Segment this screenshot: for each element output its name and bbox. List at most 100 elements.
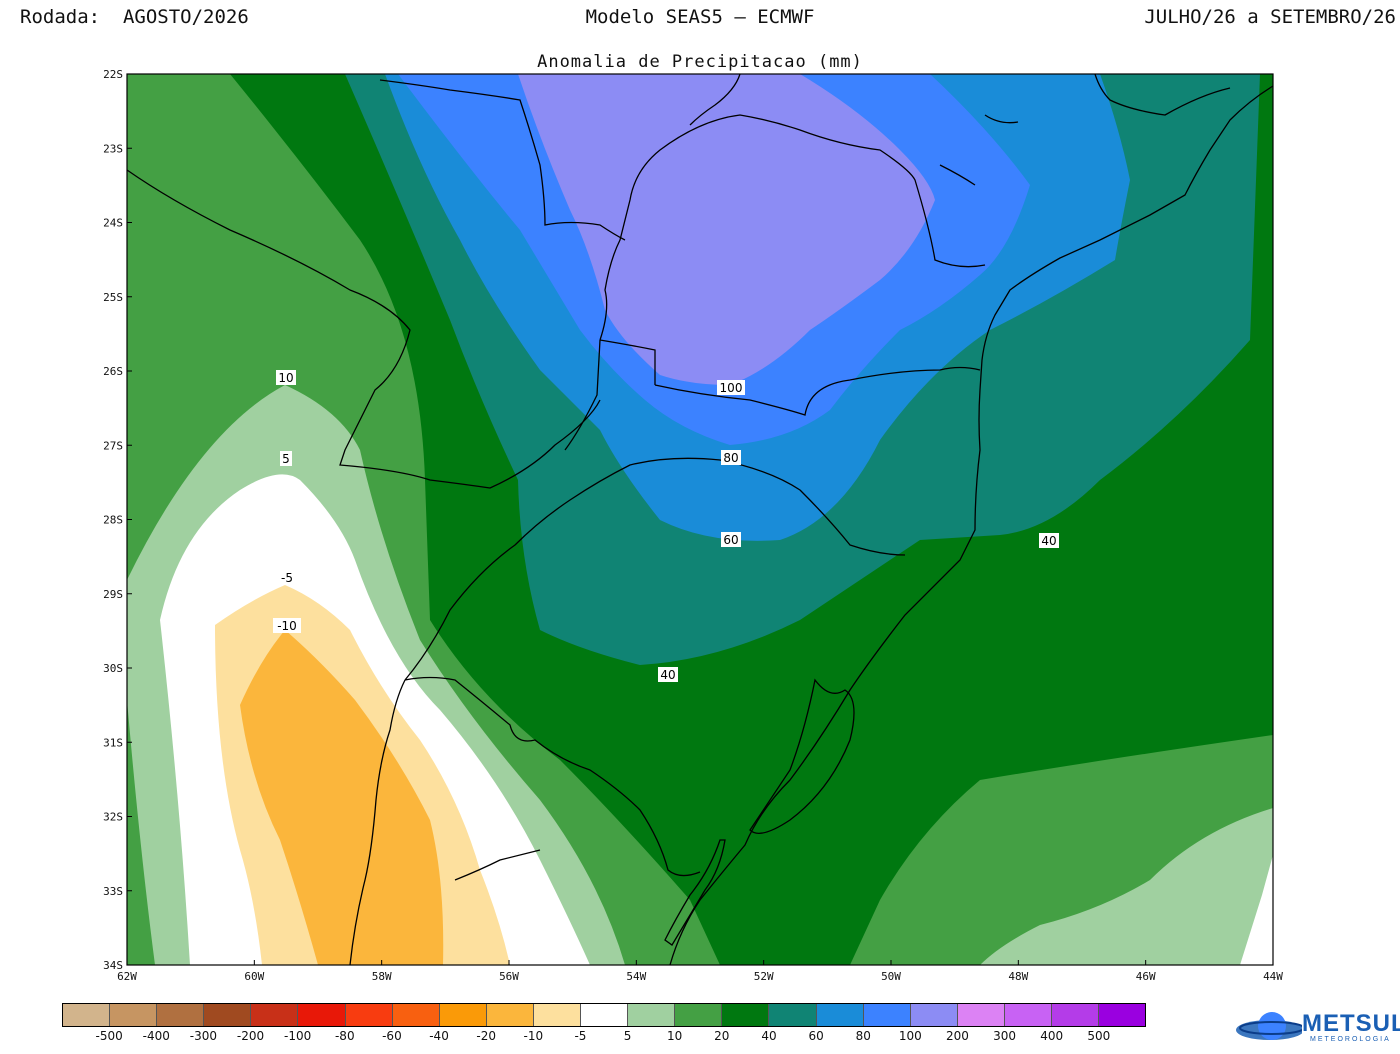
lat-tick-label: 23S	[103, 142, 123, 155]
colorbar-label: 40	[761, 1029, 777, 1043]
contour-fill-layer	[127, 74, 1273, 965]
colorbar-label: 200	[946, 1029, 969, 1043]
colorbar-swatch	[581, 1004, 629, 1026]
colorbar-label: 20	[714, 1029, 730, 1043]
lat-tick-label: 24S	[103, 217, 123, 230]
colorbar-swatch	[675, 1004, 723, 1026]
border-ar-py	[127, 169, 601, 489]
colorbar-label: -80	[334, 1029, 355, 1043]
longitude-ticks: 62W 60W 58W 56W 54W 52W 50W 48W 46W 44W	[117, 960, 1283, 983]
contour-label: 5	[280, 451, 292, 466]
run-label: Rodada: AGOSTO/2026	[20, 6, 249, 28]
contour-labels: 10 5 -5 -10 100 80 60 40 40	[273, 370, 1059, 682]
period-label: JULHO/26 a SETEMBRO/26	[1144, 6, 1396, 28]
colorbar-label: 400	[1040, 1029, 1064, 1043]
colorbar-label: -100	[284, 1029, 312, 1043]
colorbar-label: 500	[1087, 1029, 1111, 1043]
colorbar-swatch	[204, 1004, 252, 1026]
precipitation-anomaly-map: 22S23S24S25S26S27S28S29S30S31S32S33S34S …	[103, 68, 1283, 983]
colorbar-label: -400	[142, 1029, 170, 1043]
colorbar-swatch	[863, 1004, 911, 1026]
lon-tick-label: 60W	[244, 970, 264, 983]
map-title: Anomalia de Precipitacao (mm)	[537, 52, 863, 72]
lon-tick-label: 52W	[754, 970, 774, 983]
contour-label: -5	[277, 570, 297, 585]
band-lt-neg10	[240, 630, 444, 965]
colorbar-swatch	[769, 1004, 817, 1026]
colorbar-swatch	[1051, 1004, 1100, 1026]
colorbar-swatch	[957, 1004, 1005, 1026]
metsul-logo: METSUL METEOROLOGIA	[1232, 1008, 1400, 1050]
colorbar-swatch	[628, 1004, 676, 1026]
latitude-ticks: 22S 23S 24S 25S 26S 27S 28S 29S 30S 31S 32S 33S 34S	[103, 68, 132, 972]
colorbar-swatch	[816, 1004, 864, 1026]
colorbar-label: -60	[382, 1029, 402, 1043]
border-rs-north	[404, 457, 906, 681]
lat-tick-label: 26S	[103, 365, 123, 378]
svg-text:5: 5	[282, 452, 290, 466]
colorbar-swatch	[157, 1004, 205, 1026]
border-uy-ar	[349, 679, 406, 965]
lon-tick-label: 56W	[499, 970, 519, 983]
border-sc-rs	[564, 339, 601, 451]
border-pr-west	[599, 114, 986, 341]
svg-text:100: 100	[720, 381, 743, 395]
colorbar-swatch	[63, 1004, 111, 1026]
contour-label: 60	[721, 532, 741, 547]
svg-text:10: 10	[278, 371, 293, 385]
lat-tick-label: 22S	[103, 68, 123, 81]
colorbar-swatch	[345, 1004, 393, 1026]
lat-tick-label: 28S	[103, 514, 123, 527]
border-sc-pr	[654, 366, 981, 416]
model-label: Modelo SEAS5 – ECMWF	[585, 6, 815, 28]
colorbar-label: 300	[993, 1029, 1017, 1043]
lon-tick-label: 54W	[626, 970, 646, 983]
logo-text: METSUL	[1302, 1010, 1400, 1037]
colorbar-swatch	[533, 1004, 582, 1026]
svg-text:-5: -5	[281, 571, 293, 585]
coast-detail-2	[939, 164, 976, 186]
coastline	[669, 85, 1273, 965]
boundaries-layer	[127, 74, 1273, 965]
lon-tick-label: 48W	[1008, 970, 1028, 983]
colorbar-swatch	[722, 1004, 770, 1026]
lon-tick-label: 58W	[372, 970, 392, 983]
contour-label: 100	[717, 380, 745, 395]
colorbar-label: 60	[808, 1029, 824, 1043]
border-pr-line	[599, 339, 656, 385]
band-white-se	[1240, 855, 1273, 965]
band-gt-100	[518, 74, 935, 385]
colorbar-swatch	[1004, 1004, 1052, 1026]
colorbar-swatch	[439, 1004, 487, 1026]
contour-label: -10	[273, 618, 301, 633]
globe-icon	[1236, 1012, 1305, 1040]
lake-rio-uruguay	[454, 849, 541, 881]
band-5-10-se	[980, 808, 1273, 965]
colorbar-swatch	[486, 1004, 534, 1026]
svg-text:40: 40	[660, 668, 675, 682]
colorbar-label: 10	[667, 1029, 683, 1043]
svg-text:60: 60	[723, 533, 738, 547]
svg-text:-10: -10	[277, 619, 297, 633]
border-sp-rj	[1094, 74, 1231, 116]
lat-tick-label: 27S	[103, 439, 123, 452]
lon-tick-label: 46W	[1136, 970, 1156, 983]
svg-text:40: 40	[1041, 534, 1056, 548]
border-br-uy	[404, 676, 701, 877]
colorbar-label: 80	[855, 1029, 871, 1043]
contour-label: 80	[721, 450, 741, 465]
colorbar-swatch	[910, 1004, 958, 1026]
lat-tick-label: 30S	[103, 662, 123, 675]
contour-label: 40	[658, 667, 678, 682]
colorbar-label: -10	[523, 1029, 544, 1043]
lat-tick-label: 31S	[103, 736, 123, 749]
colorbar-swatch	[298, 1004, 346, 1026]
contour-label: 40	[1039, 533, 1059, 548]
colorbar-swatch	[1099, 1004, 1146, 1026]
colorbar-label: 5	[623, 1029, 632, 1043]
colorbar-swatch	[251, 1004, 299, 1026]
contour-label: 10	[276, 370, 296, 385]
coast-detail-1	[984, 114, 1019, 124]
svg-text:80: 80	[723, 451, 738, 465]
lat-tick-label: 34S	[103, 959, 123, 972]
